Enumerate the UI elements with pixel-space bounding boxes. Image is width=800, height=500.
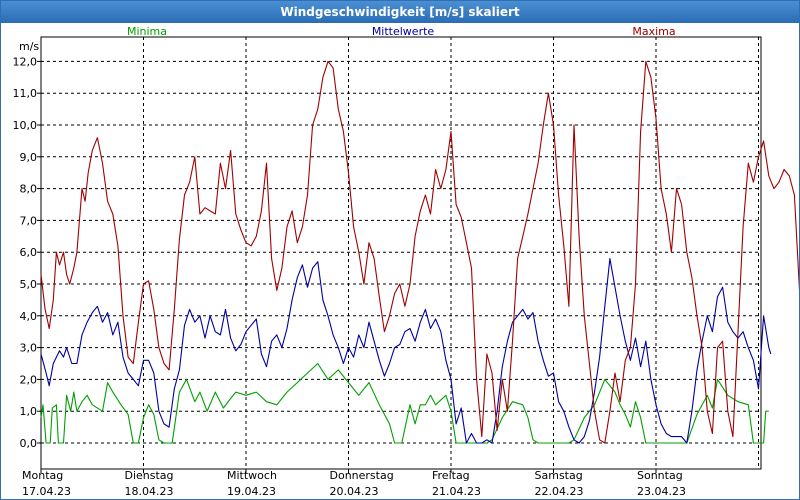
y-tick-label: 1,0: [20, 405, 38, 418]
x-tick-date-label: 19.04.23: [227, 485, 276, 498]
y-tick-label: 2,0: [20, 373, 38, 386]
y-tick-label: 9,0: [20, 151, 38, 164]
y-tick-label: 0,0: [20, 437, 38, 450]
plot-area: [41, 37, 761, 469]
x-tick-date-label: 20.04.23: [330, 485, 379, 498]
wind-speed-chart: 0,0 1,0 2,0 3,0 4,0 5,0 6,0 7,0 8,0 9,0 10,0 11,0 12…: [1, 23, 799, 499]
x-tick-date-label: 18.04.23: [125, 485, 174, 498]
x-tick-day-label: Dienstag: [125, 469, 174, 482]
x-tick-day-label: Mittwoch: [227, 469, 277, 482]
legend-mittelwerte: Mittelwerte: [372, 25, 435, 38]
y-tick-label: 11,0: [13, 87, 38, 100]
x-tick-day-label: Montag: [22, 469, 63, 482]
y-axis-unit: m/s: [19, 40, 39, 53]
y-tick-label: 6,0: [20, 246, 38, 259]
legend: Minima Mittelwerte Maxima: [127, 25, 676, 38]
y-tick-label: 8,0: [20, 183, 38, 196]
y-tick-label: 12,0: [13, 55, 38, 68]
x-tick-date-label: 23.04.23: [637, 485, 686, 498]
y-tick-label: 5,0: [20, 278, 38, 291]
chart-window: Windgeschwindigkeit [m/s] skaliert 0,0 1,…: [0, 0, 800, 500]
y-tick-label: 7,0: [20, 214, 38, 227]
legend-minima: Minima: [127, 25, 167, 38]
window-title: Windgeschwindigkeit [m/s] skaliert: [1, 1, 799, 23]
x-tick-date-label: 21.04.23: [432, 485, 481, 498]
x-tick-day-label: Sonntag: [637, 469, 683, 482]
x-tick-day-label: Freitag: [432, 469, 470, 482]
x-tick-day-label: Donnerstag: [330, 469, 394, 482]
x-tick-date-label: 17.04.23: [22, 485, 71, 498]
x-tick-day-label: Samstag: [535, 469, 583, 482]
x-tick-date-label: 22.04.23: [535, 485, 584, 498]
y-tick-label: 3,0: [20, 342, 38, 355]
y-tick-label: 4,0: [20, 310, 38, 323]
y-tick-label: 10,0: [13, 119, 38, 132]
legend-maxima: Maxima: [632, 25, 675, 38]
